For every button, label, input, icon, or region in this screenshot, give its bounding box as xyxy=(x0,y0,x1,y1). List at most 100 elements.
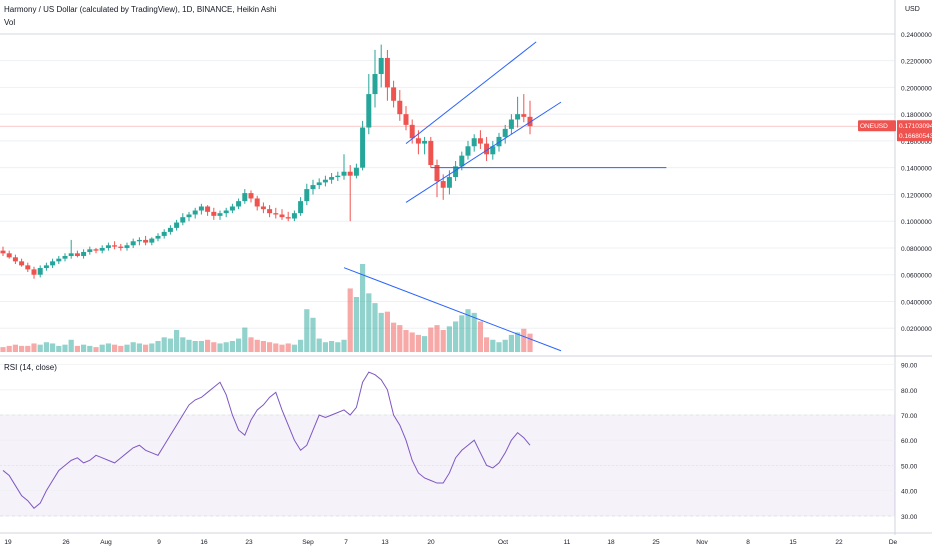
price-tick-label: 0.22000000 xyxy=(901,59,932,66)
candle xyxy=(422,136,428,155)
volume-bar xyxy=(403,330,409,352)
time-tick-label: 11 xyxy=(564,539,571,546)
rsi-tick-label: 70.00 xyxy=(901,413,918,420)
volume-bar xyxy=(19,345,25,352)
candle xyxy=(508,114,514,135)
candle xyxy=(74,250,80,258)
candle-body xyxy=(440,181,446,188)
prev-price-text: 0.16680543 xyxy=(899,133,932,140)
rsi-legend: RSI (14, close) xyxy=(4,363,57,372)
last-price-text: 0.17103094 xyxy=(899,123,932,130)
candle-body xyxy=(409,124,415,139)
candle xyxy=(335,171,341,182)
price-tick-label: 0.10000000 xyxy=(901,219,932,226)
candle-body xyxy=(508,119,514,129)
volume-bar xyxy=(229,341,235,352)
candle xyxy=(502,124,508,144)
candle xyxy=(490,140,496,160)
candle-body xyxy=(242,193,248,202)
candle xyxy=(378,44,384,88)
volume-bar xyxy=(236,338,242,352)
candle xyxy=(316,178,322,190)
volume-bar xyxy=(192,341,198,352)
volume-bar xyxy=(508,334,514,352)
candle-body xyxy=(341,171,347,176)
candle-body xyxy=(527,116,533,127)
candle-body xyxy=(254,198,260,207)
volume-bar xyxy=(428,327,434,352)
candle-body xyxy=(180,217,186,223)
candle-body xyxy=(465,146,471,156)
volume-bar xyxy=(384,311,390,352)
candle-body xyxy=(329,177,335,180)
volume-trend-line[interactable] xyxy=(343,267,562,352)
candle-body xyxy=(149,238,155,243)
candle xyxy=(298,197,304,216)
volume-bar xyxy=(205,339,211,352)
volume-bar xyxy=(124,344,130,352)
volume-bar xyxy=(93,347,99,352)
candle-body xyxy=(0,250,6,254)
volume-bar xyxy=(260,341,266,352)
candle xyxy=(329,173,335,184)
symbol-badge-text: ONEUSD xyxy=(860,123,888,130)
volume-bar xyxy=(62,344,68,352)
candle xyxy=(93,247,99,254)
candle xyxy=(155,233,161,242)
candle-body xyxy=(515,114,521,120)
time-tick-label: 13 xyxy=(381,539,389,546)
candle xyxy=(397,90,403,121)
candle-body xyxy=(105,245,111,248)
candle-body xyxy=(130,241,136,246)
candle xyxy=(236,198,242,210)
chart-legend-title: Harmony / US Dollar (calculated by Tradi… xyxy=(4,5,277,14)
volume-bar xyxy=(502,339,508,352)
volume-bar xyxy=(409,332,415,352)
volume-bar xyxy=(87,345,93,352)
price-tick-label: 0.16000000 xyxy=(901,139,932,146)
price-badges: ONEUSD 0.17103094 0.16680543 xyxy=(858,120,932,142)
volume-bar xyxy=(391,322,397,352)
candle xyxy=(521,94,527,123)
candle-body xyxy=(360,127,366,168)
candle xyxy=(322,175,328,187)
volume-bar xyxy=(56,345,62,352)
volume-bar xyxy=(167,338,173,352)
candle xyxy=(99,245,105,254)
candle-body xyxy=(43,265,49,269)
axes: USD 0.24000000 0.22000000 0.20000000 0.18000… xyxy=(0,6,932,546)
candle xyxy=(50,258,56,269)
candle-body xyxy=(192,210,198,215)
candle-body xyxy=(477,138,483,144)
volume-bar xyxy=(136,343,142,352)
candle xyxy=(43,262,49,271)
volume-bar xyxy=(477,321,483,352)
volume-bar xyxy=(81,344,87,352)
candle-body xyxy=(161,231,167,236)
candle-body xyxy=(198,206,204,211)
time-tick-label: Sep xyxy=(302,539,314,546)
candle xyxy=(254,195,260,211)
candle-body xyxy=(285,217,291,219)
candle xyxy=(428,136,434,168)
volume-bar xyxy=(0,347,6,352)
volume-bar xyxy=(198,341,204,352)
candle-body xyxy=(415,138,421,144)
price-tick-label: 0.06000000 xyxy=(901,273,932,280)
candle xyxy=(167,225,173,235)
candle xyxy=(186,211,192,222)
candle-body xyxy=(471,138,477,147)
trend-lines[interactable] xyxy=(343,41,667,352)
candle-body xyxy=(223,210,229,214)
channel-upper-line[interactable] xyxy=(405,41,537,144)
candle-body xyxy=(93,249,99,251)
channel-lower-line[interactable] xyxy=(405,101,562,203)
candle xyxy=(0,246,6,256)
volume-bar xyxy=(273,343,279,352)
candle-body xyxy=(434,165,440,182)
volume-bar xyxy=(322,342,328,352)
candle-body xyxy=(521,114,527,117)
candle-body xyxy=(62,255,68,259)
volume-bar xyxy=(285,343,291,352)
